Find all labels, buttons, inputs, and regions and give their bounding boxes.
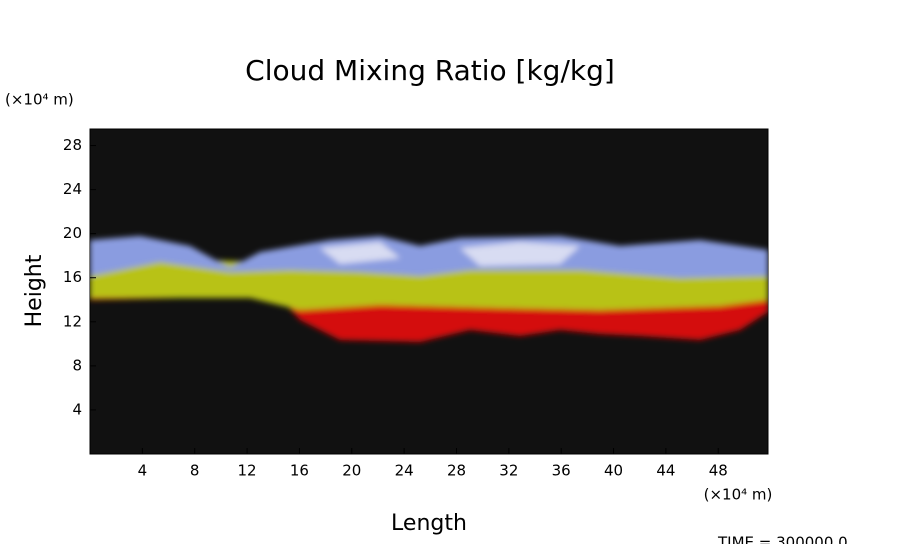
x-tick-label: 32 xyxy=(499,462,518,480)
x-tick-label: 28 xyxy=(447,462,466,480)
annotation: TIME = 300000.0 xyxy=(717,534,848,544)
y-tick-label: 4 xyxy=(72,400,82,418)
x-tick-label: 36 xyxy=(552,462,571,480)
x-tick-label: 40 xyxy=(604,462,623,480)
white-core xyxy=(320,242,580,266)
y-axis-label: Height xyxy=(22,254,47,327)
x-tick-label: 20 xyxy=(342,462,361,480)
y-tick-label: 24 xyxy=(63,180,82,198)
chart-title: Cloud Mixing Ratio [kg/kg] xyxy=(245,54,615,87)
y-unit: (×10⁴ m) xyxy=(5,91,74,109)
x-tick-label: 4 xyxy=(138,462,148,480)
cloud-render xyxy=(90,236,768,342)
x-tick-label: 16 xyxy=(290,462,309,480)
y-tick-label: 8 xyxy=(72,356,82,374)
y-tick-label: 12 xyxy=(63,312,82,330)
y-tick-label: 20 xyxy=(63,224,82,242)
x-tick-label: 48 xyxy=(709,462,728,480)
x-tick-label: 8 xyxy=(190,462,200,480)
x-tick-label: 24 xyxy=(395,462,414,480)
x-tick-label: 12 xyxy=(238,462,257,480)
x-axis-label: Length xyxy=(391,511,467,536)
y-tick-label: 28 xyxy=(63,136,82,154)
blue-layer xyxy=(90,236,768,278)
x-unit: (×10⁴ m) xyxy=(704,486,773,504)
y-tick-label: 16 xyxy=(63,268,82,286)
x-tick-label: 44 xyxy=(656,462,675,480)
